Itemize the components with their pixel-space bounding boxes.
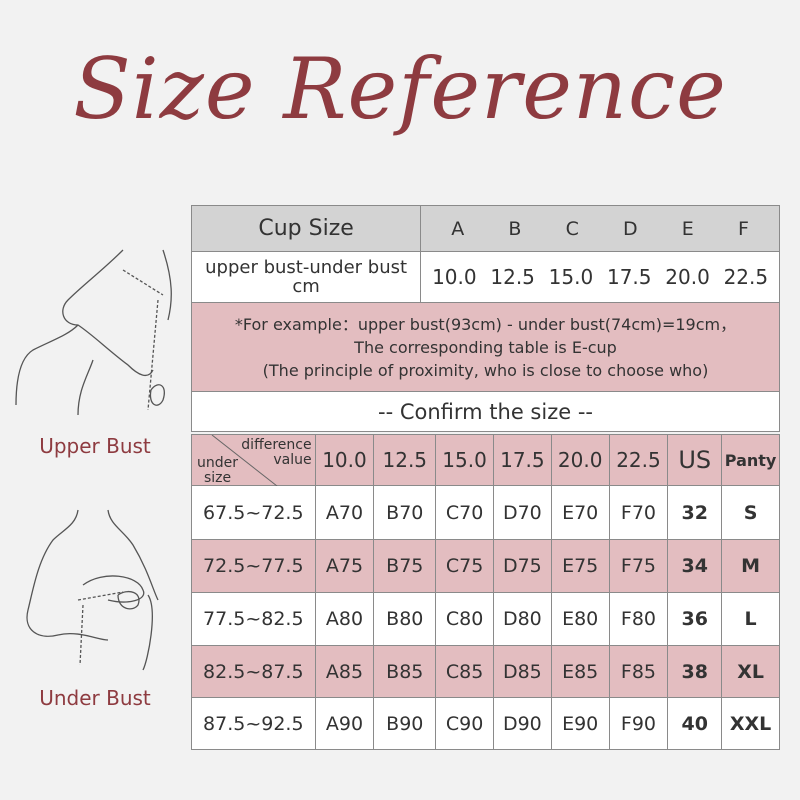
difference-value: 17.5 <box>606 265 652 289</box>
size-table-header: difference value under size 10.0 12.5 15.0… <box>191 434 780 487</box>
note-line: *For example：upper bust(93cm) - under bu… <box>234 314 737 334</box>
difference-label: upper bust-under bust <box>205 257 408 278</box>
bra-size: E80 <box>552 593 610 645</box>
cup-size-label: Cup Size <box>192 206 422 251</box>
size-row: 82.5~87.5 A85 B85 C85 D85 E85 F85 38 XL <box>191 646 780 698</box>
bra-size: F75 <box>610 540 669 592</box>
corner-header: difference value under size <box>192 435 316 487</box>
bra-size: E85 <box>552 646 610 697</box>
panty-size: M <box>741 555 761 577</box>
cup-letter: D <box>623 217 638 240</box>
difference-value: 15.0 <box>548 265 594 289</box>
bra-size: F90 <box>610 698 669 749</box>
upper-bust-illustration <box>15 249 172 416</box>
bra-size: D80 <box>494 593 552 645</box>
cup-letter: E <box>681 217 694 240</box>
confirm-size-banner: -- Confirm the size -- <box>191 392 780 432</box>
note-line: The corresponding table is E-cup <box>354 337 617 357</box>
bra-size: A80 <box>316 593 375 645</box>
bra-size: E70 <box>552 486 610 539</box>
size-row: 77.5~82.5 A80 B80 C80 D80 E80 F80 36 L <box>191 593 780 646</box>
size-row: 67.5~72.5 A70 B70 C70 D70 E70 F70 32 S <box>191 486 780 540</box>
bra-size: F80 <box>610 593 669 645</box>
size-header-cell: 22.5 <box>610 435 669 485</box>
bra-size: D90 <box>494 698 552 749</box>
corner-value: value <box>273 452 312 468</box>
size-header-cell: 10.0 <box>316 435 375 485</box>
under-bust-label: Under Bust <box>39 686 151 710</box>
difference-value: 10.0 <box>432 265 477 289</box>
bra-size: A85 <box>316 646 375 697</box>
size-header-cell: 17.5 <box>494 435 552 485</box>
panty-size: XXL <box>729 712 772 735</box>
bra-size: C75 <box>436 540 494 592</box>
under-bust-range: 87.5~92.5 <box>192 698 316 749</box>
size-header-cell: US <box>668 435 723 485</box>
cup-letter: B <box>508 217 522 240</box>
size-header-cell: Panty <box>724 450 777 470</box>
size-header-cell: 12.5 <box>374 435 437 485</box>
size-row: 87.5~92.5 A90 B90 C90 D90 E90 F90 40 XXL <box>191 698 780 750</box>
cup-header-row: Cup Size A B C D E F <box>191 205 780 252</box>
bra-size: A90 <box>316 698 375 749</box>
under-bust-range: 72.5~77.5 <box>192 540 316 592</box>
cup-difference-row: upper bust-under bust cm 10.0 12.5 15.0 … <box>191 252 780 303</box>
bra-size: F70 <box>610 486 669 539</box>
size-header-cell: 20.0 <box>552 435 610 485</box>
bra-size: D85 <box>494 646 552 697</box>
bra-size: B90 <box>374 698 437 749</box>
corner-under: under <box>197 455 239 471</box>
under-bust-range: 82.5~87.5 <box>192 646 316 697</box>
difference-value: 22.5 <box>723 265 769 289</box>
example-note: *For example：upper bust(93cm) - under bu… <box>191 303 780 392</box>
bra-size: D75 <box>494 540 552 592</box>
bra-size: C80 <box>436 593 494 645</box>
us-size: 34 <box>668 540 723 592</box>
under-bust-range: 77.5~82.5 <box>192 593 316 645</box>
bra-size: B70 <box>374 486 437 539</box>
corner-size: size <box>204 470 232 486</box>
size-row: 72.5~77.5 A75 B75 C75 D75 E75 F75 34 M <box>191 540 780 593</box>
bra-size: E90 <box>552 698 610 749</box>
bra-size: C90 <box>436 698 494 749</box>
cup-letter: C <box>565 217 579 240</box>
under-bust-range: 67.5~72.5 <box>192 486 316 539</box>
bra-size: D70 <box>494 486 552 539</box>
corner-difference: difference <box>241 437 312 453</box>
difference-value: 20.0 <box>665 265 710 289</box>
panty-size: XL <box>737 660 764 683</box>
us-size: 40 <box>668 698 723 749</box>
note-line: (The principle of proximity, who is clos… <box>262 360 709 380</box>
bra-size: B80 <box>374 593 437 645</box>
panty-size: L <box>744 608 757 630</box>
us-size: 38 <box>668 646 723 697</box>
cup-letter: A <box>451 217 465 240</box>
us-size: 36 <box>668 593 723 645</box>
difference-value: 12.5 <box>490 265 535 289</box>
panty-size: S <box>743 501 758 524</box>
bra-size: E75 <box>552 540 610 592</box>
bra-size: C70 <box>436 486 494 539</box>
size-header-cell: 15.0 <box>436 435 494 485</box>
bra-size: A75 <box>316 540 375 592</box>
upper-bust-label: Upper Bust <box>39 434 151 458</box>
under-bust-illustration <box>26 509 159 671</box>
bra-size: A70 <box>316 486 375 539</box>
bra-size: F85 <box>610 646 669 697</box>
bra-size: B85 <box>374 646 437 697</box>
difference-unit: cm <box>292 276 320 297</box>
bra-size: C85 <box>436 646 494 697</box>
confirm-size-label: -- Confirm the size -- <box>378 399 593 424</box>
page-title: Size Reference <box>73 40 727 138</box>
bra-size: B75 <box>374 540 437 592</box>
cup-letter: F <box>737 217 749 240</box>
us-size: 32 <box>668 486 723 539</box>
